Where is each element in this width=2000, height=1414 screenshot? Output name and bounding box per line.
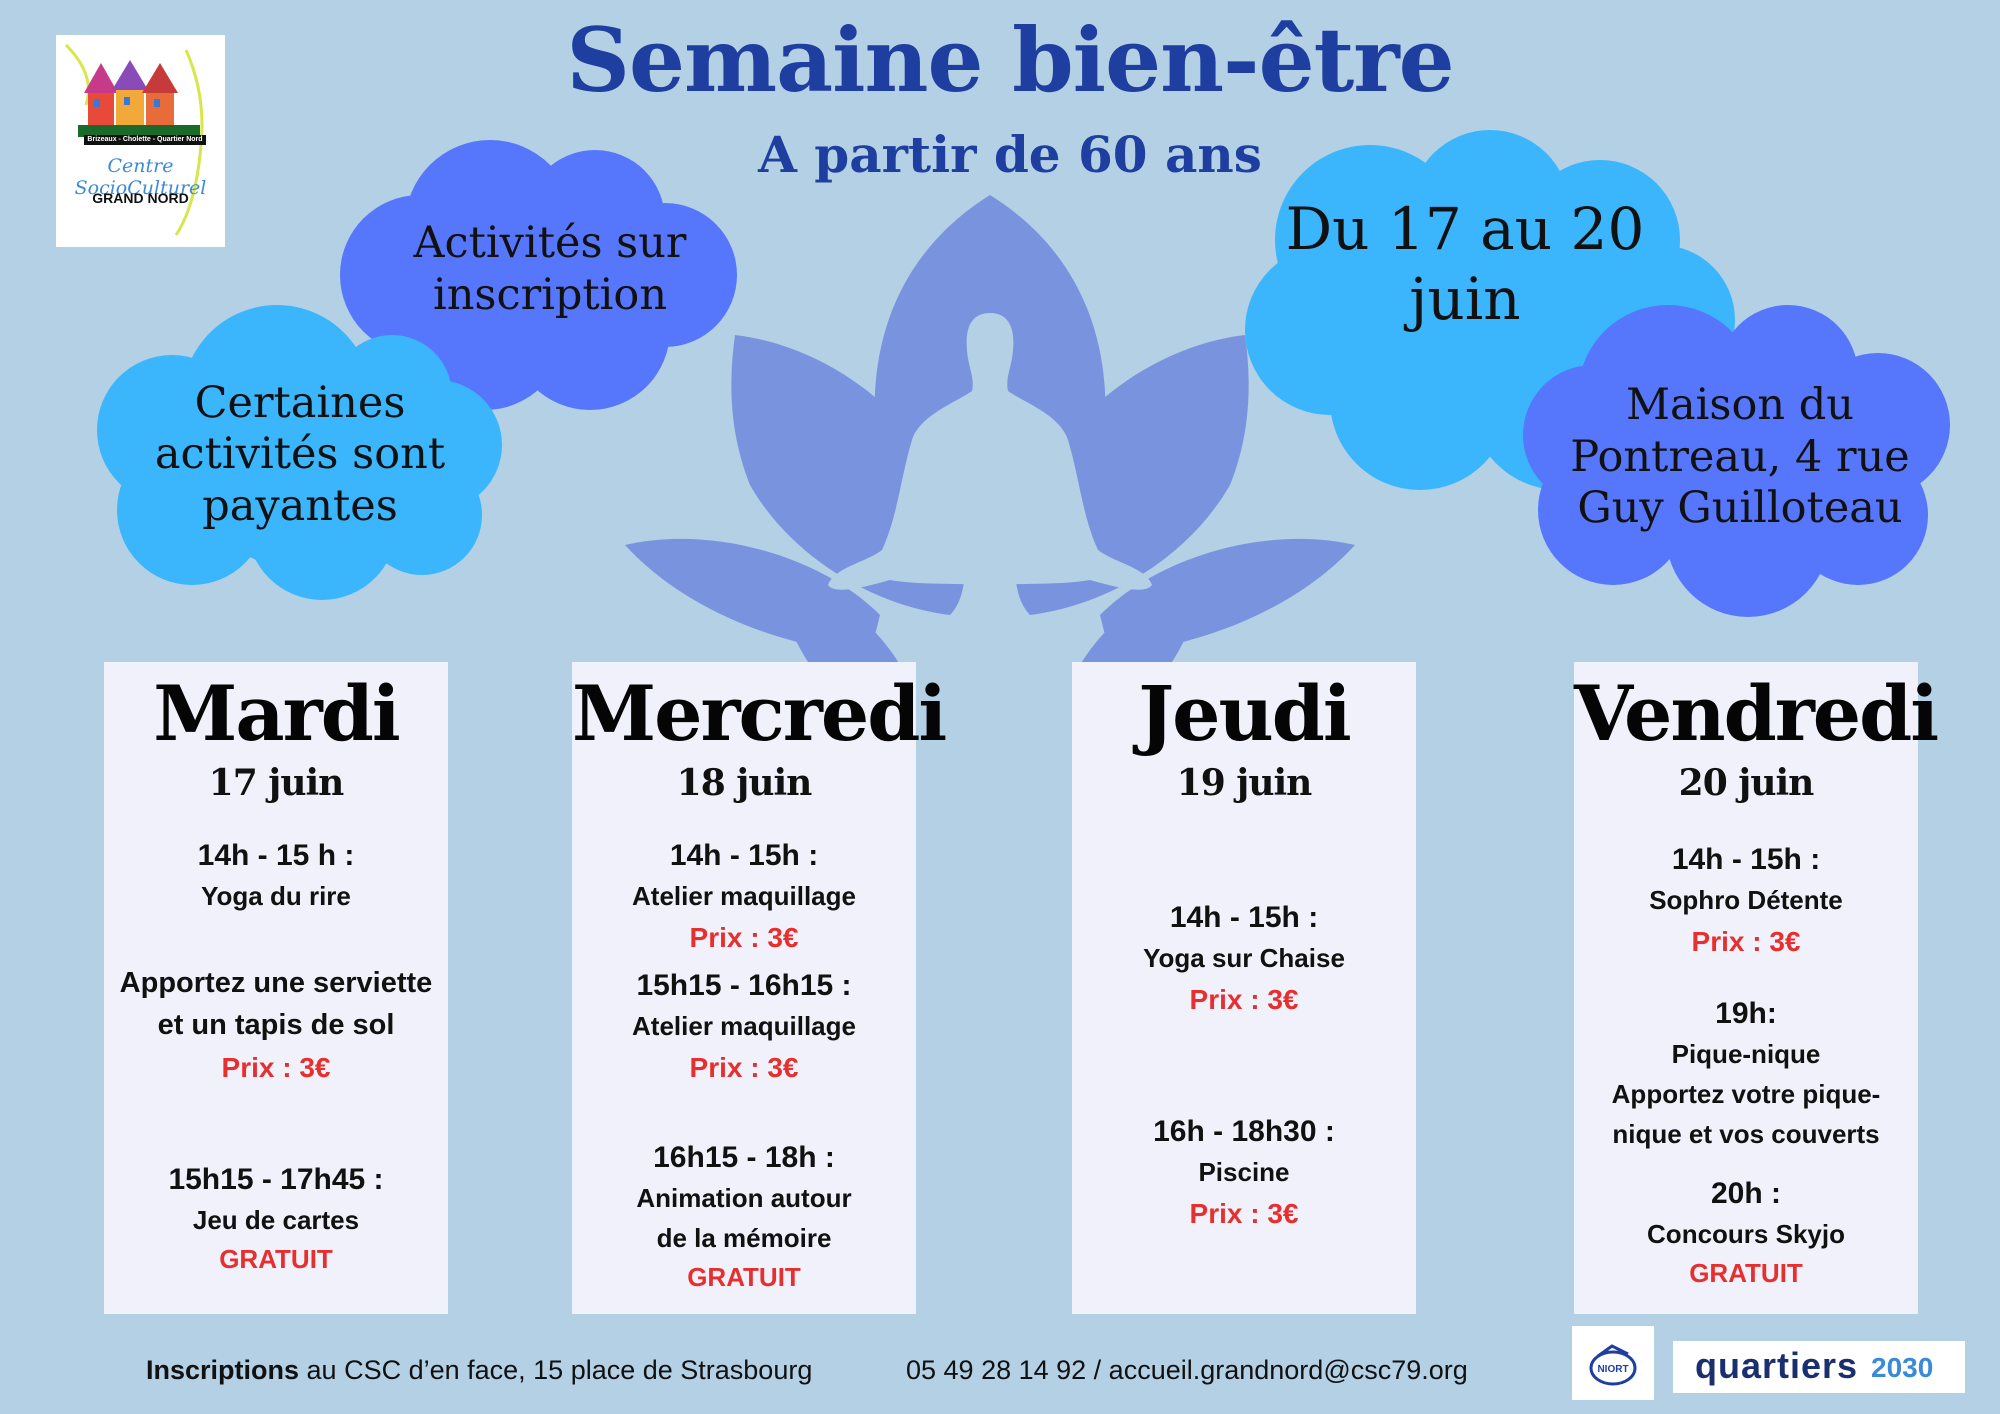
event-time: 20h :	[1710, 1177, 1782, 1210]
quartiers-year: 2030	[1871, 1352, 1934, 1383]
event-price: Prix : 3€	[1691, 926, 1801, 957]
page-subtitle: A partir de 60 ans	[758, 125, 1262, 184]
event-2: 15h15 - 17h45 : Jeu de cartes GRATUIT	[104, 1160, 448, 1278]
logo-grand-nord: GRAND NORD	[92, 190, 189, 206]
cloud-lieu-text: Maison du Pontreau, 4 rue Guy Guilloteau	[1570, 380, 1910, 534]
event-activity: Concours Skyjo	[1647, 1219, 1845, 1249]
niort-label: NIORT	[1597, 1364, 1629, 1375]
event-time: 15h15 - 17h45 :	[168, 1163, 384, 1196]
event-1: 14h - 15h : Atelier maquillage Prix : 3€	[572, 836, 916, 960]
event-price: GRATUIT	[1689, 1258, 1803, 1288]
event-note-line-2: et un tapis de sol	[157, 1009, 395, 1041]
event-activity: Yoga du rire	[201, 881, 351, 911]
event-3: 20h : Concours Skyjo GRATUIT	[1574, 1174, 1918, 1292]
event-price: Prix : 3€	[221, 1052, 331, 1083]
footer-inscriptions-text: au CSC d’en face, 15 place de Strasbourg	[299, 1355, 813, 1385]
event-2: 16h - 18h30 : Piscine Prix : 3€	[1072, 1112, 1416, 1236]
event-time: 14h - 15 h :	[197, 839, 355, 872]
cloud-inscription	[340, 140, 737, 410]
logo-band	[84, 135, 206, 145]
event-activity: Jeu de cartes	[192, 1205, 360, 1235]
logo-tagline: Brizeaux - Cholette - Quartier Nord	[87, 136, 203, 143]
event-activity: Sophro Détente	[1649, 885, 1843, 915]
event-activity: Pique-nique	[1671, 1039, 1821, 1069]
day-card-jeudi: Jeudi 19 juin 14h - 15h : Yoga sur Chais…	[1072, 662, 1416, 1314]
event-note: Apportez une serviette et un tapis de so…	[104, 962, 448, 1090]
cloud-inscription-text: Activités sur inscription	[413, 218, 687, 320]
cloud-dates-text: Du 17 au 20 juin	[1285, 195, 1645, 333]
event-price: Prix : 3€	[689, 1052, 799, 1083]
event-3: 16h15 - 18h : Animation autour de la mém…	[572, 1138, 916, 1296]
event-activity-line-2: de la mémoire	[656, 1223, 832, 1253]
event-activity: Atelier maquillage	[632, 1011, 856, 1041]
day-date: 18 juin	[676, 762, 813, 804]
footer-inscriptions-label: Inscriptions	[146, 1355, 300, 1385]
event-time: 14h - 15h :	[669, 839, 819, 872]
event-2: 15h15 - 16h15 : Atelier maquillage Prix …	[572, 966, 916, 1090]
quartiers-word: quartiers	[1695, 1345, 1859, 1386]
cloud-payantes-text: Certaines activités sont payantes	[154, 377, 446, 531]
footer-inscriptions: Inscriptions au CSC d’en face, 15 place …	[146, 1355, 812, 1386]
event-price: Prix : 3€	[1189, 1198, 1299, 1229]
day-name: Jeudi	[1138, 669, 1352, 758]
day-date: 19 juin	[1176, 762, 1313, 804]
event-activity: Atelier maquillage	[632, 881, 856, 911]
event-note-line-2: nique et vos couverts	[1612, 1119, 1880, 1149]
event-time: 15h15 - 16h15 :	[636, 969, 852, 1002]
page-title: Semaine bien-être	[566, 8, 1454, 112]
event-time: 14h - 15h :	[1169, 901, 1319, 934]
csc-grand-nord-logo: Brizeaux - Cholette - Quartier Nord Cent…	[56, 35, 225, 247]
day-card-vendredi: Vendredi 20 juin 14h - 15h : Sophro Déte…	[1574, 662, 1939, 1314]
event-note-line-1: Apportez votre pique-	[1611, 1079, 1881, 1109]
event-1: 14h - 15h : Yoga sur Chaise Prix : 3€	[1072, 898, 1416, 1022]
event-time: 14h - 15h :	[1671, 843, 1821, 876]
logo-name: Centre SocioCulturel	[74, 155, 207, 199]
event-note-line-1: Apportez une serviette	[119, 967, 433, 999]
event-activity: Yoga sur Chaise	[1143, 943, 1345, 973]
event-price: GRATUIT	[219, 1244, 333, 1274]
event-time: 19h:	[1715, 997, 1777, 1030]
event-2: 19h: Pique-nique Apportez votre pique- n…	[1574, 994, 1918, 1154]
cloud-lieu	[1523, 305, 1950, 617]
event-1: 14h - 15h : Sophro Détente Prix : 3€	[1574, 840, 1918, 964]
event-activity: Piscine	[1198, 1157, 1290, 1187]
event-time: 16h15 - 18h :	[653, 1141, 835, 1174]
cloud-payantes	[97, 305, 502, 600]
day-card-mardi: Mardi 17 juin 14h - 15 h : Yoga du rire …	[104, 662, 448, 1314]
lotus-meditation-icon	[625, 195, 1355, 665]
quartiers-2030-logo: quartiers 2030	[1673, 1341, 1965, 1393]
niort-logo: NIORT	[1572, 1326, 1654, 1400]
event-time: 16h - 18h30 :	[1153, 1115, 1335, 1148]
event-price: Prix : 3€	[689, 922, 799, 953]
day-name: Mercredi	[572, 669, 947, 758]
event-activity-line-1: Animation autour	[636, 1183, 852, 1213]
footer-contact: 05 49 28 14 92 / accueil.grandnord@csc79…	[906, 1355, 1468, 1385]
day-card-mercredi: Mercredi 18 juin 14h - 15h : Atelier maq…	[572, 662, 947, 1314]
day-date: 17 juin	[208, 762, 345, 804]
day-name: Mardi	[153, 669, 400, 758]
event-1: 14h - 15 h : Yoga du rire	[104, 836, 448, 916]
event-price: Prix : 3€	[1189, 984, 1299, 1015]
day-name: Vendredi	[1574, 669, 1939, 758]
event-price: GRATUIT	[687, 1262, 801, 1292]
day-date: 20 juin	[1678, 762, 1815, 804]
